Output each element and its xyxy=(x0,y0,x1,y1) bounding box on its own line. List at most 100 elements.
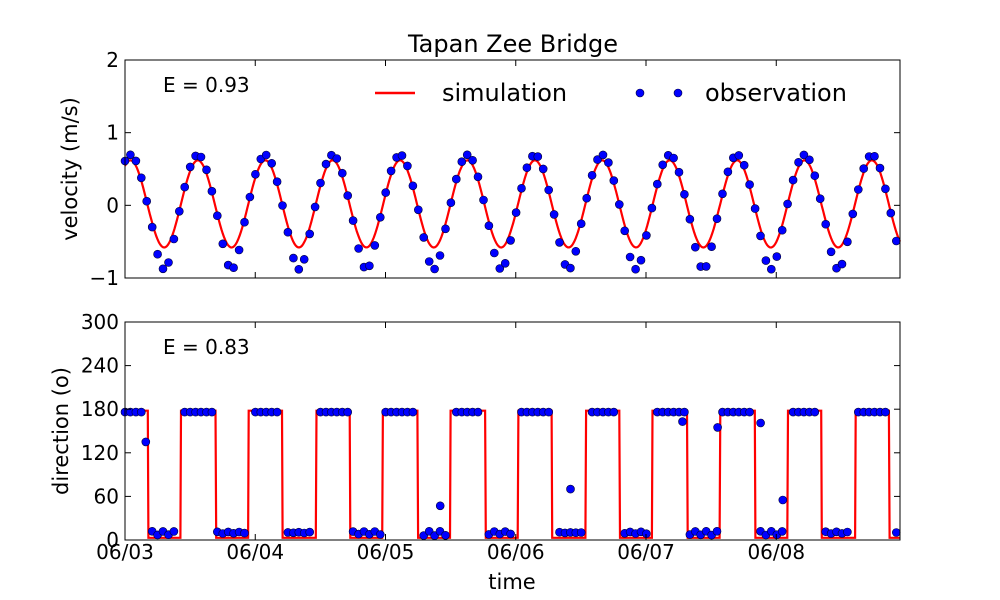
observation-velocity-point xyxy=(799,150,809,160)
observation-velocity-point xyxy=(538,164,548,174)
observation-velocity-point xyxy=(424,257,434,266)
direction-axes-frame xyxy=(124,321,901,541)
observation-velocity-point xyxy=(278,201,287,210)
observation-velocity-point xyxy=(158,264,168,274)
observation-velocity-point xyxy=(853,185,863,194)
observation-direction-point xyxy=(473,407,483,417)
observation-velocity-point xyxy=(614,200,624,209)
observation-velocity-point xyxy=(859,164,869,173)
velocity-y-tick-label: 1 xyxy=(106,121,119,145)
observation-direction-point xyxy=(343,407,353,417)
direction-x-ticks: 06/03 06/04 06/05 06/06 06/07 06/08 xyxy=(96,322,805,564)
x-tick-label: 06/05 xyxy=(357,540,415,564)
velocity-y-tick-label: 0 xyxy=(106,193,119,217)
observation-velocity-point xyxy=(332,154,342,163)
observation-velocity-point xyxy=(652,179,662,189)
observation-velocity-point xyxy=(446,198,456,207)
observation-direction-point xyxy=(891,528,901,537)
observation-velocity-point xyxy=(147,222,157,232)
x-axis-label: time xyxy=(488,570,535,594)
legend-observation-label: observation xyxy=(705,79,847,107)
observation-velocity-point xyxy=(218,239,228,249)
observation-velocity-point xyxy=(881,184,890,194)
legend-observation-marker xyxy=(673,88,683,98)
observation-direction-point xyxy=(576,528,586,537)
observation-velocity-point xyxy=(517,184,526,193)
direction-plot-area xyxy=(120,407,901,540)
observation-velocity-point xyxy=(669,153,678,163)
observation-velocity-point xyxy=(142,196,151,206)
observation-direction-point xyxy=(169,527,179,536)
observation-velocity-point xyxy=(310,202,320,212)
observation-velocity-point xyxy=(419,233,429,242)
observation-velocity-point xyxy=(636,255,646,265)
observation-velocity-point xyxy=(810,171,820,180)
observation-velocity-point xyxy=(397,151,407,160)
observation-velocity-point xyxy=(207,186,217,196)
x-tick-label: 06/08 xyxy=(747,540,805,564)
observation-direction-point xyxy=(566,484,575,494)
velocity-plot-area xyxy=(120,150,902,274)
x-tick-label: 06/06 xyxy=(487,540,545,564)
observation-velocity-point xyxy=(875,163,885,173)
direction-y-tick-label: 180 xyxy=(81,397,119,421)
observation-velocity-point xyxy=(826,247,836,257)
direction-y-tick-label: 300 xyxy=(81,310,119,334)
observation-velocity-point xyxy=(131,156,141,166)
observation-direction-point xyxy=(678,417,687,426)
velocity-panel: Tapan Zee Bridge −1 0 1 2 velocity (m/s) E … xyxy=(58,30,902,290)
observation-velocity-point xyxy=(593,155,602,164)
observation-velocity-point xyxy=(479,195,488,205)
observation-velocity-point xyxy=(511,208,521,217)
observation-velocity-point xyxy=(305,229,315,239)
legend: simulation observation xyxy=(375,79,847,107)
observation-velocity-point xyxy=(180,182,189,192)
observation-velocity-point xyxy=(441,224,450,234)
observation-velocity-point xyxy=(245,192,255,202)
observation-velocity-point xyxy=(718,189,727,199)
observation-velocity-point xyxy=(805,155,814,165)
observation-velocity-point xyxy=(234,245,244,255)
direction-y-tick-label: 240 xyxy=(81,354,119,378)
legend-observation-marker xyxy=(635,88,645,98)
observation-velocity-point xyxy=(251,170,260,179)
observation-velocity-point xyxy=(202,165,211,175)
observation-velocity-point xyxy=(674,167,684,177)
observation-velocity-point xyxy=(462,150,472,160)
observation-velocity-point xyxy=(403,161,412,171)
x-tick-label: 06/04 xyxy=(226,540,284,564)
observation-velocity-point xyxy=(164,258,173,267)
observation-direction-point xyxy=(207,407,217,417)
observation-velocity-point xyxy=(891,236,901,246)
observation-velocity-point xyxy=(837,259,847,269)
observation-direction-point xyxy=(713,423,722,432)
observation-direction-point xyxy=(441,530,450,540)
observation-velocity-point xyxy=(337,168,347,178)
observation-direction-point xyxy=(778,495,788,505)
observation-velocity-point xyxy=(631,264,640,274)
direction-y-ticks: 0 60 120 180 240 300 xyxy=(81,310,900,552)
observation-velocity-point xyxy=(544,185,554,195)
observation-velocity-point xyxy=(370,241,380,250)
direction-y-axis-label: direction (o) xyxy=(49,367,73,495)
legend-simulation-label: simulation xyxy=(442,79,567,107)
observation-velocity-point xyxy=(169,234,179,244)
observation-direction-point xyxy=(810,407,820,417)
observation-velocity-point xyxy=(435,251,445,260)
velocity-y-tick-label: 2 xyxy=(106,48,119,72)
observation-velocity-point xyxy=(609,176,619,185)
observation-velocity-point xyxy=(843,237,852,247)
observation-velocity-point xyxy=(386,166,396,176)
observation-velocity-point xyxy=(870,152,879,161)
observation-velocity-point xyxy=(794,158,803,167)
observation-velocity-point xyxy=(712,214,722,223)
observation-velocity-point xyxy=(489,248,499,258)
velocity-y-tick-label: −1 xyxy=(90,266,119,290)
observation-direction-point xyxy=(408,407,418,417)
observation-velocity-point xyxy=(495,264,505,273)
observation-velocity-point xyxy=(777,225,787,235)
observation-velocity-point xyxy=(761,256,771,265)
observation-velocity-point xyxy=(625,252,635,262)
